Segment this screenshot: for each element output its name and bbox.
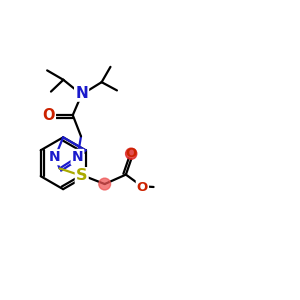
Text: O: O bbox=[42, 108, 55, 123]
Text: O: O bbox=[126, 147, 137, 160]
Text: S: S bbox=[76, 168, 88, 183]
Text: O: O bbox=[137, 181, 148, 194]
Circle shape bbox=[126, 148, 137, 159]
Circle shape bbox=[99, 178, 111, 190]
Text: N: N bbox=[75, 85, 88, 100]
Text: N: N bbox=[72, 150, 83, 164]
Text: N: N bbox=[49, 150, 61, 164]
